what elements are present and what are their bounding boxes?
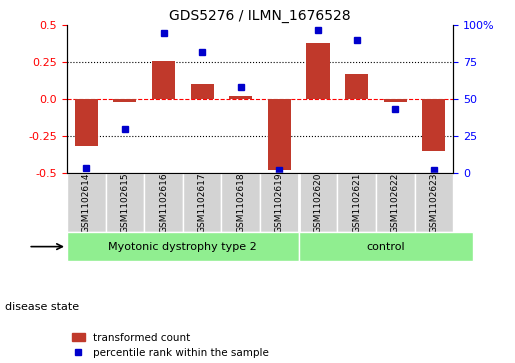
Text: GSM1102621: GSM1102621: [352, 172, 361, 233]
Text: GSM1102620: GSM1102620: [314, 172, 322, 233]
Bar: [229, 96, 252, 99]
Legend: transformed count, percentile rank within the sample: transformed count, percentile rank withi…: [72, 333, 269, 358]
Text: GSM1102618: GSM1102618: [236, 172, 245, 233]
Text: GSM1102623: GSM1102623: [430, 172, 438, 233]
Text: disease state: disease state: [5, 302, 79, 312]
FancyBboxPatch shape: [67, 232, 299, 261]
FancyBboxPatch shape: [415, 173, 453, 232]
FancyBboxPatch shape: [337, 173, 376, 232]
Bar: [75, 99, 98, 146]
Bar: [306, 43, 330, 99]
Text: GSM1102617: GSM1102617: [198, 172, 207, 233]
FancyBboxPatch shape: [144, 173, 183, 232]
Bar: [191, 84, 214, 99]
FancyBboxPatch shape: [106, 173, 144, 232]
FancyBboxPatch shape: [67, 173, 106, 232]
FancyBboxPatch shape: [376, 173, 415, 232]
Bar: [113, 99, 136, 102]
FancyBboxPatch shape: [221, 173, 260, 232]
Text: GSM1102622: GSM1102622: [391, 172, 400, 233]
Bar: [268, 99, 291, 170]
FancyBboxPatch shape: [299, 232, 473, 261]
Text: control: control: [366, 242, 405, 252]
Text: GSM1102615: GSM1102615: [121, 172, 129, 233]
Title: GDS5276 / ILMN_1676528: GDS5276 / ILMN_1676528: [169, 9, 351, 23]
Bar: [152, 61, 175, 99]
Bar: [345, 74, 368, 99]
Text: GSM1102616: GSM1102616: [159, 172, 168, 233]
Text: GSM1102619: GSM1102619: [275, 172, 284, 233]
Text: Myotonic dystrophy type 2: Myotonic dystrophy type 2: [109, 242, 257, 252]
Text: GSM1102614: GSM1102614: [82, 172, 91, 233]
FancyBboxPatch shape: [260, 173, 299, 232]
FancyBboxPatch shape: [183, 173, 221, 232]
FancyBboxPatch shape: [299, 173, 337, 232]
Bar: [384, 99, 407, 102]
Bar: [422, 99, 445, 151]
